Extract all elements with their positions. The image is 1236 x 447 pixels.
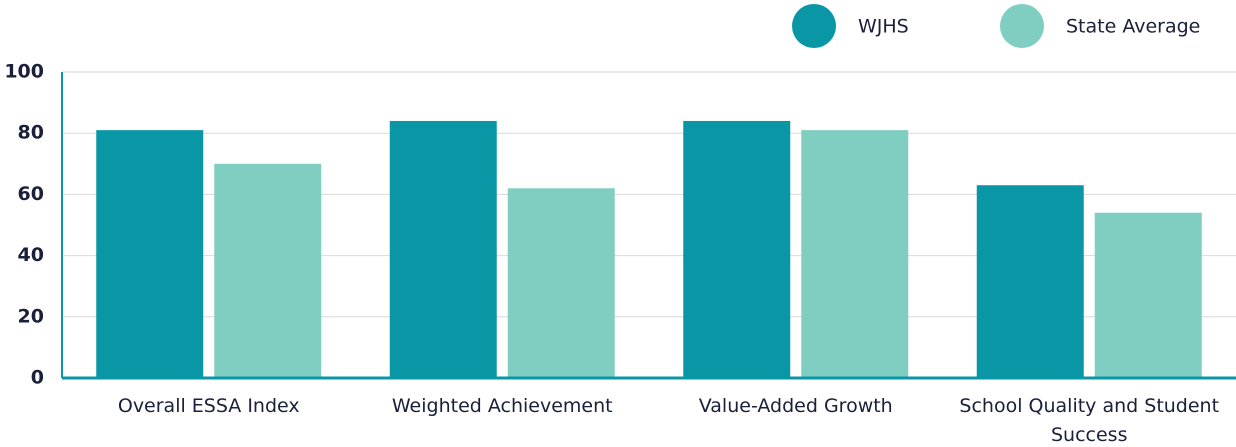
- x-tick-label: Value-Added Growth: [698, 395, 893, 417]
- bar: [389, 120, 497, 379]
- y-tick-label: 80: [18, 122, 44, 144]
- bar: [683, 120, 791, 379]
- bar: [214, 163, 322, 378]
- bar: [96, 130, 204, 378]
- bar: [801, 130, 909, 378]
- bar: [507, 188, 615, 378]
- y-tick-label: 60: [18, 183, 44, 205]
- bar: [976, 185, 1084, 378]
- legend-swatch: [792, 4, 836, 48]
- legend-label: WJHS: [858, 16, 909, 38]
- x-tick-label: Weighted Achievement: [391, 395, 613, 417]
- y-tick-label: 0: [31, 367, 44, 389]
- legend-swatch: [1000, 4, 1044, 48]
- y-tick-label: 40: [18, 244, 44, 266]
- y-tick-label: 20: [18, 305, 44, 327]
- x-tick-label: Overall ESSA Index: [117, 395, 300, 417]
- x-tick-label: School Quality and Student Success: [959, 395, 1220, 446]
- bar: [1094, 212, 1202, 378]
- legend-label: State Average: [1066, 16, 1200, 38]
- y-tick-label: 100: [4, 61, 44, 83]
